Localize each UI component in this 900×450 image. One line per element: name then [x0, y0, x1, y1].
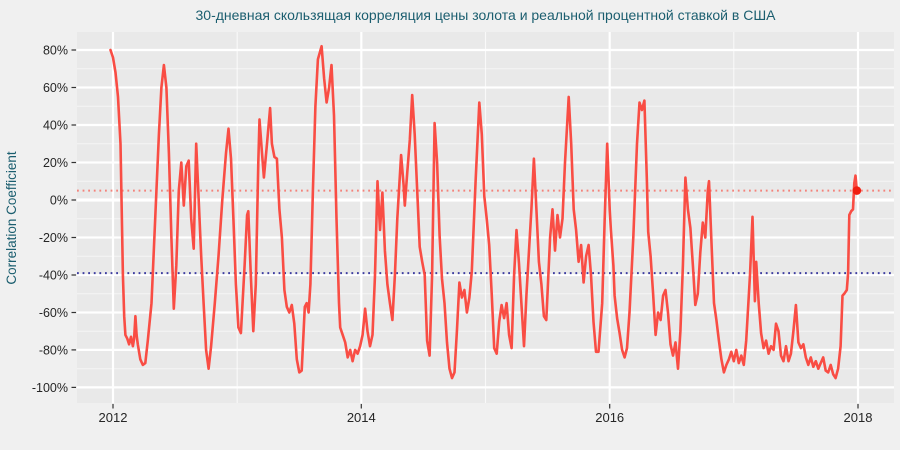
x-tick-label: 2016 [595, 410, 624, 425]
chart-title: 30-дневная скользящая корреляция цены зо… [195, 7, 776, 23]
y-tick-label: 0% [50, 194, 68, 208]
y-tick-label: 80% [43, 44, 68, 58]
30d-rolling-correlation-line [109, 44, 859, 380]
y-tick-label: -20% [39, 231, 68, 245]
y-tick-label: 40% [43, 119, 68, 133]
y-tick-label: -100% [32, 381, 68, 395]
y-tick-label: -60% [39, 306, 68, 320]
y-tick-label: 60% [43, 81, 68, 95]
y-tick-label: -40% [39, 269, 68, 283]
x-tick-label: 2014 [347, 410, 376, 425]
y-tick-label: -80% [39, 343, 68, 357]
x-tick-label: 2018 [844, 410, 873, 425]
y-axis-title: Correlation Coefficient [4, 151, 19, 285]
x-tick-label: 2012 [99, 410, 128, 425]
y-tick-label: 20% [43, 156, 68, 170]
latest-value-marker [852, 186, 862, 195]
